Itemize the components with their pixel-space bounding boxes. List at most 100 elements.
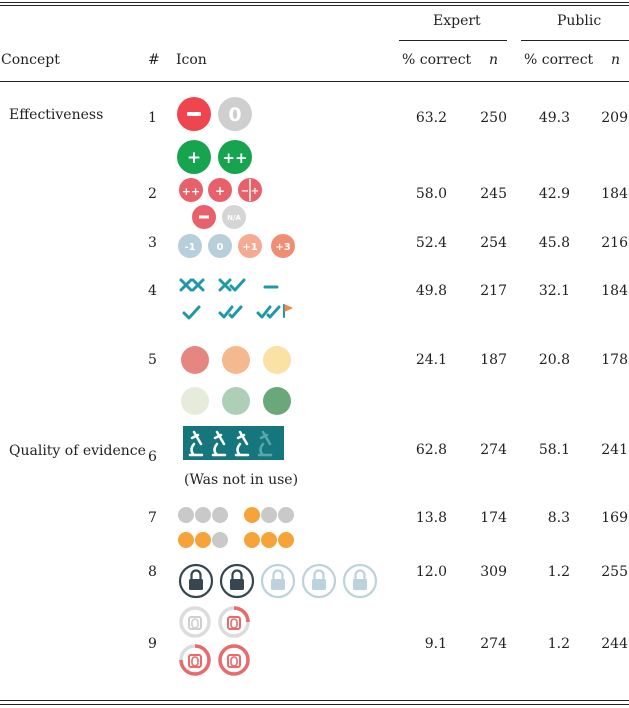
header-expert-pct: % correct (402, 52, 472, 68)
svg-text:++: ++ (182, 185, 200, 198)
row-7-icons (178, 507, 294, 548)
top-rule-outer (0, 2, 629, 3)
row-1-public-n: 209 (601, 110, 628, 126)
row-3-label-1: 0 (217, 242, 224, 253)
row-4-public-n: 184 (601, 283, 628, 299)
row-5-number: 5 (148, 352, 157, 368)
row-5-public-n: 178 (601, 352, 628, 368)
row-3-number: 3 (148, 235, 157, 251)
row-5-icons (181, 346, 291, 415)
minus-one-icon (178, 234, 202, 258)
row-2-na-label: N/A (227, 214, 241, 222)
svg-text:0: 0 (228, 104, 241, 126)
microscope-icon (188, 430, 204, 457)
row-9-expert-n: 274 (480, 636, 507, 652)
row-9-public-pct: 1.2 (547, 636, 570, 652)
row-6-microscope-icons (183, 426, 284, 460)
row-4-number: 4 (148, 283, 157, 299)
dots-zero-of-three-icon (178, 507, 228, 523)
row-1-expert-n: 250 (480, 110, 507, 126)
row-3-label-2: +1 (242, 242, 257, 253)
concept-quality: Quality of evidence (9, 443, 146, 459)
orange-dot-icon (222, 346, 250, 374)
row-7-expert-pct: 13.8 (415, 510, 447, 526)
row-7-expert-n: 174 (480, 510, 507, 526)
header-icon: Icon (176, 52, 207, 68)
row-9-icons (179, 606, 250, 676)
header-expert: Expert (433, 13, 481, 29)
row-1-icons: 0 + ++ (177, 97, 252, 174)
row-2-expert-pct: 58.0 (415, 186, 447, 202)
row-9-number: 9 (148, 636, 157, 652)
lock-dark-icon (219, 563, 255, 599)
pale-green-dot-icon (181, 387, 209, 415)
row-4-public-pct: 32.1 (538, 283, 570, 299)
row-7-public-n: 169 (601, 510, 628, 526)
row-2-number: 2 (148, 186, 157, 202)
plus-one-icon (238, 234, 262, 258)
double-check-flag-icon (256, 304, 293, 319)
row-1-expert-pct: 63.2 (415, 110, 447, 126)
double-plus-circle-icon (218, 140, 252, 174)
row-1-number: 1 (148, 110, 157, 126)
row-2-icons: ++ + − + N/A (179, 178, 262, 229)
padlock-ring-quarter-icon (218, 606, 250, 638)
row-8-icons (178, 563, 378, 599)
row-6-expert-n: 274 (480, 442, 507, 458)
double-cross-icon (179, 278, 205, 292)
bottom-rule-inner (0, 700, 629, 701)
lock-light-icon (301, 563, 337, 599)
red-dot-icon (181, 346, 209, 374)
padlock-ring-full-icon (218, 644, 250, 676)
row-3-expert-pct: 52.4 (415, 235, 447, 251)
row-3-public-n: 216 (601, 235, 628, 251)
row-4-icons (179, 278, 293, 320)
zero-icon (208, 234, 232, 258)
concept-effectiveness: Effectiveness (9, 107, 104, 123)
svg-text:++: ++ (222, 149, 247, 167)
row-9-public-n: 244 (601, 636, 628, 652)
expert-group-rule (399, 40, 507, 41)
header-expert-n: n (489, 52, 499, 68)
lock-light-icon (260, 563, 296, 599)
header-number: # (148, 52, 160, 68)
padlock-ring-empty-icon (179, 606, 211, 638)
top-rule-inner (0, 5, 629, 6)
yellow-dot-icon (263, 346, 291, 374)
row-6-expert-pct: 62.8 (415, 442, 447, 458)
header-rule (0, 81, 629, 82)
row-4-expert-pct: 49.8 (415, 283, 447, 299)
mid-green-dot-icon (222, 387, 250, 415)
lock-light-icon (342, 563, 378, 599)
row-8-public-n: 255 (601, 564, 628, 580)
row-4-expert-n: 217 (480, 283, 507, 299)
zero-circle-icon (218, 97, 252, 131)
row-6-public-n: 241 (601, 442, 628, 458)
row-5-public-pct: 20.8 (538, 352, 570, 368)
svg-text:−: − (241, 186, 249, 197)
dots-three-of-three-icon (244, 532, 294, 548)
header-public: Public (557, 13, 602, 29)
row-2-expert-n: 245 (480, 186, 507, 202)
bottom-rule-outer (0, 704, 629, 705)
row-7-number: 7 (148, 510, 157, 526)
double-check-icon (218, 305, 243, 319)
svg-text:+: + (187, 148, 201, 168)
svg-text:+: + (251, 186, 259, 197)
dots-two-of-three-icon (178, 532, 228, 548)
row-7-public-pct: 8.3 (547, 510, 570, 526)
microscope-icon (211, 430, 227, 457)
public-group-rule (521, 40, 629, 41)
row-8-expert-pct: 12.0 (415, 564, 447, 580)
dots-one-of-three-icon (244, 507, 294, 523)
row-1-public-pct: 49.3 (538, 110, 570, 126)
row-3-label-3: +3 (275, 242, 290, 253)
row-2-public-n: 184 (601, 186, 628, 202)
row-9-expert-pct: 9.1 (424, 636, 447, 652)
padlock-ring-three-quarter-icon (179, 644, 211, 676)
row-6-note: (Was not in use) (184, 472, 299, 488)
plus-circle-icon (177, 140, 211, 174)
dark-green-dot-icon (263, 387, 291, 415)
plus-red-icon (208, 178, 232, 202)
row-2-public-pct: 42.9 (538, 186, 570, 202)
